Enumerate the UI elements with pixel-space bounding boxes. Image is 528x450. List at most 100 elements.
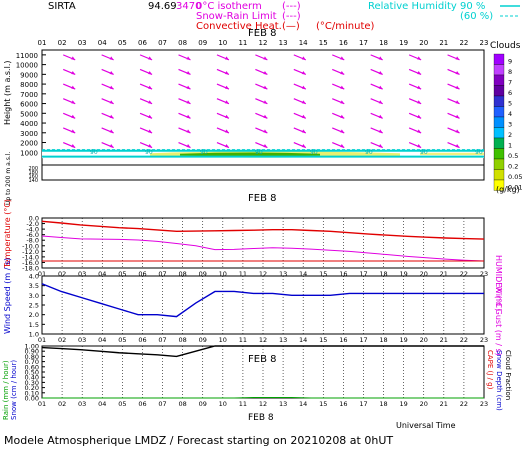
clouds-legend-label: 0.05 — [508, 173, 522, 181]
clouds-x-tick: 01 — [38, 39, 47, 47]
wind-arrow — [447, 98, 460, 105]
cape-ylabel: CAPE (J / g) — [486, 350, 494, 390]
wind-arrow-head — [340, 129, 345, 133]
cloud-fraction-ylabel: Cloud Fraction — [504, 350, 512, 400]
wind-arrow-head — [455, 144, 460, 148]
x-tick-label: 22 — [460, 400, 468, 408]
wind-arrow-head — [224, 56, 229, 60]
wind-arrow-head — [378, 144, 383, 148]
clouds-legend-label: 1 — [508, 142, 512, 150]
wind-arrow — [408, 141, 422, 149]
cloud-dense — [180, 152, 320, 157]
x-tick-label: 20 — [420, 336, 428, 344]
legend-isotherm-sample: (---) — [282, 1, 301, 12]
clouds-y-tick: 4000 — [20, 120, 38, 128]
wind-arrow-head — [109, 70, 114, 75]
y-tick-label: -14.0 — [22, 253, 39, 261]
x-tick-label: 12 — [259, 336, 267, 344]
wind-arrow-head — [455, 56, 460, 60]
wind-arrow-head — [148, 85, 153, 90]
x-tick-label: 07 — [158, 270, 166, 278]
wind-arrow — [370, 83, 383, 90]
y-tick-label: 0.20 — [25, 384, 39, 392]
clouds-x-tick: 03 — [78, 39, 87, 47]
rh-contour-label: 90 — [420, 149, 428, 156]
wind-arrow-head — [186, 56, 191, 60]
x-tick-label: 06 — [138, 400, 146, 408]
y-tick-label: 0.80 — [25, 353, 39, 361]
clouds-legend-swatch — [493, 106, 505, 118]
clouds-x-tick: 20 — [419, 39, 428, 47]
x-tick-label: 15 — [319, 400, 327, 408]
wind-arrow — [62, 83, 76, 90]
clouds-legend-label: 7 — [508, 79, 512, 87]
clouds-x-tick: 09 — [198, 39, 207, 47]
clouds-x-tick: 13 — [279, 39, 288, 47]
wind-arrow — [216, 54, 230, 61]
wind-arrow-head — [455, 100, 460, 104]
temperature-ylabel: Temperature (°C) — [3, 199, 12, 269]
clouds-x-tick: 22 — [459, 39, 468, 47]
wind-arrow — [293, 54, 307, 61]
x-tick-label: 21 — [440, 270, 448, 278]
x-tick-label: 22 — [460, 270, 468, 278]
y-tick-label: 4.0 — [29, 273, 39, 281]
clouds-legend-title: Clouds — [490, 41, 521, 51]
clouds-y-tick: 3000 — [20, 130, 38, 138]
clouds-legend-swatch — [493, 137, 505, 149]
wind-arrow-head — [224, 85, 229, 90]
clouds-x-tick: 14 — [299, 39, 308, 47]
legend-convective-unit: (°C/minute) — [316, 21, 375, 32]
wind-arrow-head — [224, 144, 229, 148]
wind-arrow — [447, 141, 460, 149]
x-tick-label: 12 — [259, 270, 267, 278]
wind-arrow-head — [109, 129, 114, 133]
wind-arrow — [370, 112, 383, 119]
wind-arrow — [255, 83, 268, 90]
wind-arrow — [293, 98, 307, 105]
wind-arrow-head — [340, 56, 345, 60]
clouds-x-tick: 23 — [480, 39, 489, 47]
wind-panel: 01 02 03 04 05 06 07 08 09 10 11 12 13 14 15 16 17 18 19 20… — [3, 258, 503, 356]
wind-arrow — [216, 68, 230, 76]
wind-arrow — [178, 98, 191, 105]
x-tick-label: 04 — [98, 270, 106, 278]
wind-arrow — [408, 112, 422, 119]
clouds-y-tick-low: 140 — [28, 178, 38, 184]
wind-arrow — [216, 98, 230, 105]
x-tick-label: 10 — [219, 270, 227, 278]
y-tick-label: 0.10 — [25, 389, 39, 397]
wind-arrow-head — [455, 85, 460, 90]
x-tick-label: 11 — [239, 400, 247, 408]
x-tick-label: 12 — [259, 400, 267, 408]
wind-arrow — [370, 98, 383, 105]
wind-arrow — [332, 112, 345, 119]
wind-arrow — [293, 127, 307, 134]
wind-arrow-head — [378, 100, 383, 104]
wind-arrow — [447, 112, 460, 119]
clouds-legend-label: 3 — [508, 121, 512, 129]
x-tick-label: 17 — [359, 270, 367, 278]
y-tick-label: 1.5 — [29, 321, 39, 329]
clouds-legend-label: 9 — [508, 58, 512, 66]
x-tick-label: 14 — [299, 400, 307, 408]
legend-rh-90: 90 % — [460, 1, 485, 12]
clouds-legend-swatch — [493, 179, 505, 191]
precip-panel: FEB 8 01 02 03 04 05 06 07 08 09 10 11 12 13 14 15 16 17… — [2, 343, 512, 431]
y-tick-label: -10.0 — [22, 242, 39, 250]
wind-arrow-head — [263, 85, 268, 90]
wind-arrow-head — [263, 70, 268, 75]
date-label-2: FEB 8 — [248, 193, 276, 204]
snow-ylabel: Snow (cm / hour) — [10, 360, 18, 420]
clouds-legend-swatch — [493, 158, 505, 170]
series-line — [41, 283, 484, 318]
x-tick-label: 18 — [379, 270, 387, 278]
footer-caption: Modele Atmospherique LMDZ / Forecast sta… — [4, 434, 393, 447]
clouds-legend-label: 0.5 — [508, 152, 518, 160]
y-tick-label: -18.0 — [22, 265, 39, 273]
wind-arrow-head — [109, 144, 114, 148]
y-tick-label: 0.90 — [25, 348, 39, 356]
clouds-legend-swatch — [493, 116, 505, 128]
rh-contour-label: 90 — [255, 149, 263, 156]
wind-arrow — [408, 68, 422, 76]
